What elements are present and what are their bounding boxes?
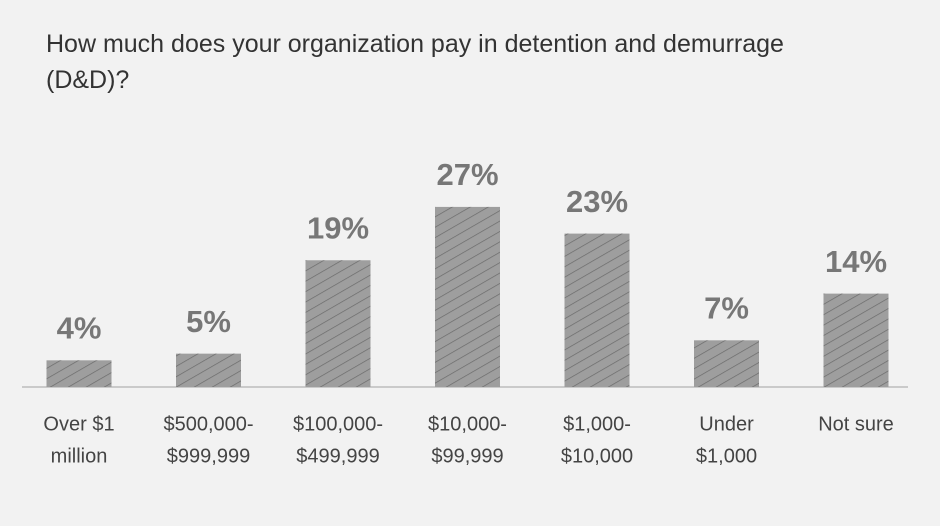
x-tick-label: $1,000	[696, 445, 757, 467]
value-label: 19%	[307, 210, 369, 245]
value-label: 7%	[704, 290, 749, 325]
x-tick-label: $10,000	[561, 445, 633, 467]
value-label: 14%	[825, 244, 887, 279]
bar-hatch	[435, 206, 500, 387]
x-tick-label: $10,000-	[428, 413, 507, 435]
x-tick-label: $999,999	[167, 445, 250, 467]
chart-title: How much does your organization pay in d…	[46, 30, 784, 94]
x-tick-label: $99,999	[431, 445, 503, 467]
x-tick-label: Over $1	[43, 413, 114, 435]
value-label: 27%	[436, 157, 498, 192]
value-label: 5%	[186, 304, 231, 339]
x-tick-label: $500,000-	[163, 413, 253, 435]
bar-hatch	[823, 293, 889, 387]
value-label: 23%	[566, 184, 628, 219]
bar-hatch	[46, 360, 112, 387]
value-label: 4%	[57, 311, 102, 346]
x-tick-label: Under	[699, 413, 754, 435]
bar-hatch	[305, 260, 371, 387]
x-tick-label: $499,999	[296, 445, 379, 467]
x-tick-label: Not sure	[818, 413, 894, 435]
bar-hatch	[176, 353, 241, 387]
x-tick-label: million	[51, 445, 108, 467]
x-tick-label: $1,000-	[563, 413, 631, 435]
x-tick-label: $100,000-	[293, 413, 383, 435]
bar-hatch	[694, 340, 759, 387]
bar-hatch	[564, 233, 630, 387]
